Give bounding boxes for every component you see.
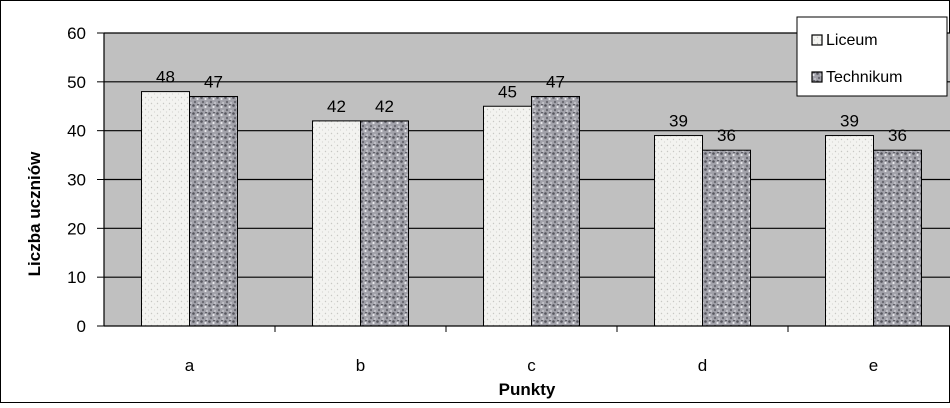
x-tick-label: a [185,356,195,375]
bars [141,91,922,327]
data-label: 42 [327,97,346,116]
y-tick-label: 20 [67,219,86,238]
bar-technikum-b [360,120,409,327]
y-tick-label: 60 [67,24,86,43]
bar-technikum-e [873,149,922,327]
data-labels: 48 47 42 42 45 47 39 36 39 36 [156,68,907,146]
bar-technikum-a [189,95,238,327]
data-label: 45 [498,82,517,101]
x-axis-title: Punkty [499,380,556,399]
legend-box [796,16,948,97]
legend-swatch-technikum [811,71,823,83]
y-tick-label: 30 [67,171,86,190]
data-label: 39 [669,112,688,131]
bar-liceum-b [312,120,361,327]
bar-liceum-a [141,91,190,327]
legend-label-liceum: Liceum [826,32,878,49]
bar-liceum-d [654,135,703,327]
data-label: 36 [717,126,736,145]
y-tick-label: 40 [67,122,86,141]
y-axis-title: Liczba uczniów [25,151,44,276]
bar-technikum-c [531,95,580,327]
legend-swatch-liceum [811,34,823,46]
bar-liceum-e [825,135,874,327]
x-tick-label: c [527,356,536,375]
axes: 0 10 20 30 40 50 60 a b c d e [67,24,950,375]
data-label: 48 [156,68,175,87]
y-tick-label: 10 [67,268,86,287]
data-label: 47 [204,72,223,91]
data-label: 39 [840,112,859,131]
legend: Liceum Technikum [796,16,948,97]
y-tick-label: 50 [67,73,86,92]
y-tick-label: 0 [77,317,86,336]
bar-liceum-c [483,105,532,327]
data-label: 42 [375,97,394,116]
x-tick-label: d [698,356,707,375]
legend-label-technikum: Technikum [826,69,902,86]
data-label: 36 [888,126,907,145]
bar-technikum-d [702,149,751,327]
data-label: 47 [546,72,565,91]
x-tick-label: b [356,356,365,375]
x-tick-label: e [869,356,878,375]
